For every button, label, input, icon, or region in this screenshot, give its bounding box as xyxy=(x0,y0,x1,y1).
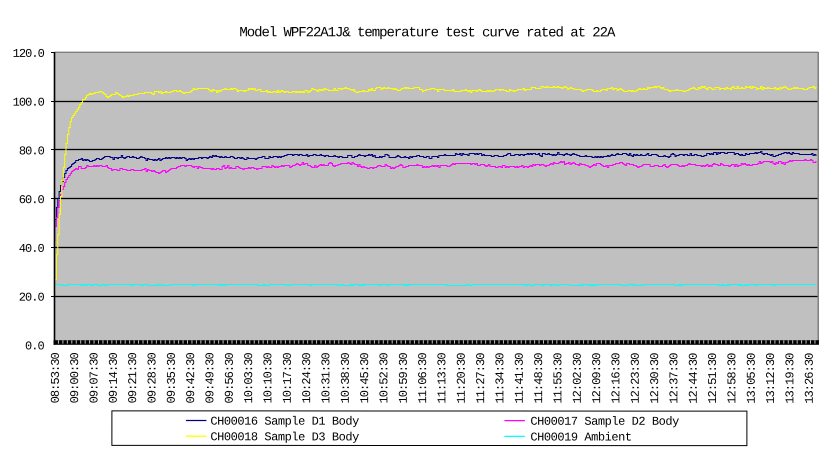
svg-text:09:42:30: 09:42:30 xyxy=(184,353,198,404)
svg-text:09:07:30: 09:07:30 xyxy=(88,352,102,403)
svg-text:CH00017 Sample D2 Body: CH00017 Sample D2 Body xyxy=(530,415,679,429)
svg-text:12:37:30: 12:37:30 xyxy=(667,353,681,404)
svg-text:11:06:30: 11:06:30 xyxy=(416,353,430,404)
svg-text:11:41:30: 11:41:30 xyxy=(513,353,527,404)
svg-text:09:00:30: 09:00:30 xyxy=(68,352,82,403)
svg-text:10:38:30: 10:38:30 xyxy=(339,353,353,404)
svg-text:CH00018 Sample D3 Body: CH00018 Sample D3 Body xyxy=(210,430,359,444)
svg-text:09:21:30: 09:21:30 xyxy=(126,353,140,404)
svg-text:11:20:30: 11:20:30 xyxy=(455,353,469,404)
svg-text:09:14:30: 09:14:30 xyxy=(107,353,121,404)
svg-text:11:34:30: 11:34:30 xyxy=(493,353,507,404)
svg-text:13:05:30: 13:05:30 xyxy=(745,353,759,404)
svg-text:12:02:30: 12:02:30 xyxy=(571,353,585,404)
svg-text:12:44:30: 12:44:30 xyxy=(687,353,701,404)
svg-text:10:31:30: 10:31:30 xyxy=(319,353,333,404)
svg-text:0.0: 0.0 xyxy=(25,339,45,353)
svg-text:13:12:30: 13:12:30 xyxy=(764,353,778,404)
svg-text:80.0: 80.0 xyxy=(19,144,45,158)
svg-text:12:16:30: 12:16:30 xyxy=(609,353,623,404)
svg-text:11:27:30: 11:27:30 xyxy=(474,353,488,404)
svg-text:12:09:30: 12:09:30 xyxy=(590,353,604,404)
svg-text:10:17:30: 10:17:30 xyxy=(281,353,295,404)
svg-text:12:58:30: 12:58:30 xyxy=(725,353,739,404)
svg-text:12:23:30: 12:23:30 xyxy=(629,353,643,404)
svg-text:100.0: 100.0 xyxy=(13,96,45,110)
svg-text:09:28:30: 09:28:30 xyxy=(146,353,160,404)
svg-text:09:49:30: 09:49:30 xyxy=(203,353,217,404)
svg-text:Model WPF22A1J& temperature te: Model WPF22A1J& temperature test curve r… xyxy=(239,25,616,41)
svg-text:12:51:30: 12:51:30 xyxy=(706,353,720,404)
svg-text:10:45:30: 10:45:30 xyxy=(358,353,372,404)
svg-text:11:55:30: 11:55:30 xyxy=(551,353,565,404)
svg-text:09:35:30: 09:35:30 xyxy=(165,353,179,404)
svg-text:10:59:30: 10:59:30 xyxy=(397,353,411,404)
svg-text:11:48:30: 11:48:30 xyxy=(532,353,546,404)
svg-text:09:56:30: 09:56:30 xyxy=(223,353,237,404)
svg-text:60.0: 60.0 xyxy=(19,193,45,207)
svg-text:10:52:30: 10:52:30 xyxy=(377,353,391,404)
svg-text:13:19:30: 13:19:30 xyxy=(783,353,797,404)
svg-text:10:10:30: 10:10:30 xyxy=(261,353,275,404)
svg-text:CH00016 Sample D1 Body: CH00016 Sample D1 Body xyxy=(210,415,359,429)
svg-text:08:53:30: 08:53:30 xyxy=(49,352,63,403)
svg-text:11:13:30: 11:13:30 xyxy=(435,353,449,404)
svg-text:40.0: 40.0 xyxy=(19,242,45,256)
svg-text:13:26:30: 13:26:30 xyxy=(803,353,817,404)
svg-text:20.0: 20.0 xyxy=(19,291,45,305)
svg-text:10:24:30: 10:24:30 xyxy=(300,353,314,404)
svg-text:12:30:30: 12:30:30 xyxy=(648,353,662,404)
svg-text:120.0: 120.0 xyxy=(13,47,45,61)
svg-text:CH00019 Ambient: CH00019 Ambient xyxy=(530,430,631,444)
svg-text:10:03:30: 10:03:30 xyxy=(242,353,256,404)
